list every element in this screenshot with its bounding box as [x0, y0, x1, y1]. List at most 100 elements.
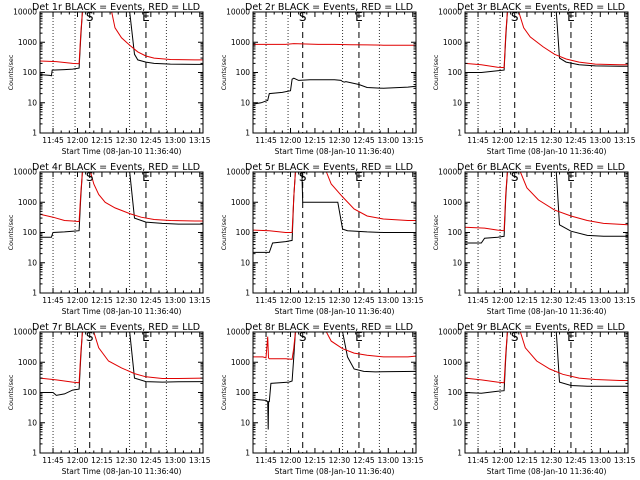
- x-tick-label: 12:30: [541, 456, 563, 465]
- x-axis-label: Start Time (08-Jan-10 11:36:40): [62, 307, 182, 316]
- y-tick-label: 100: [236, 68, 251, 77]
- y-tick-label: 1: [457, 289, 462, 298]
- y-tick-label: 10000: [13, 168, 37, 177]
- x-tick-label: 11:45: [255, 296, 277, 305]
- x-axis-label: Start Time (08-Jan-10 11:36:40): [62, 147, 182, 156]
- x-tick-label: 12:00: [280, 456, 302, 465]
- x-axis-label: Start Time (08-Jan-10 11:36:40): [275, 307, 395, 316]
- chart-title: Det 8r BLACK = Events, RED = LLD: [245, 322, 413, 333]
- x-tick-label: 12:30: [116, 456, 138, 465]
- series-line-events: [40, 12, 203, 77]
- marker-s: S: [511, 330, 519, 344]
- y-axis-label: Counts/sec: [220, 54, 228, 90]
- y-tick-label: 10: [27, 258, 37, 267]
- marker-e: E: [355, 330, 363, 344]
- x-tick-label: 12:15: [304, 456, 326, 465]
- y-tick-label: 1: [457, 129, 462, 138]
- x-tick-label: 13:15: [402, 296, 424, 305]
- x-tick-label: 12:00: [280, 136, 302, 145]
- x-tick-label: 12:15: [91, 136, 113, 145]
- chart-title: Det 4r BLACK = Events, RED = LLD: [32, 162, 200, 173]
- plot-frame: [464, 11, 629, 134]
- x-tick-label: 13:15: [402, 136, 424, 145]
- x-tick-label: 13:15: [189, 296, 211, 305]
- series-line-lld: [465, 172, 628, 232]
- x-tick-label: 12:15: [516, 456, 538, 465]
- series-line-events: [465, 172, 628, 244]
- x-tick-label: 12:45: [565, 296, 587, 305]
- x-tick-label: 12:30: [329, 296, 351, 305]
- x-tick-label: 13:00: [377, 456, 399, 465]
- y-tick-label: 10: [240, 98, 250, 107]
- marker-e: E: [142, 330, 150, 344]
- plot-frame: [39, 11, 204, 134]
- y-tick-label: 1: [457, 449, 462, 458]
- x-tick-label: 12:45: [565, 136, 587, 145]
- chart-title: Det 6r BLACK = Events, RED = LLD: [457, 162, 625, 173]
- x-tick-label: 11:45: [42, 136, 64, 145]
- x-tick-label: 13:00: [164, 456, 186, 465]
- x-tick-label: 13:00: [589, 296, 611, 305]
- marker-s: S: [299, 170, 307, 184]
- chart-title: Det 5r BLACK = Events, RED = LLD: [245, 162, 413, 173]
- series-line-events: [253, 332, 416, 430]
- chart-panel-8: Det 8r BLACK = Events, RED = LLD Counts/s…: [220, 322, 424, 476]
- x-tick-label: 11:45: [255, 136, 277, 145]
- y-tick-label: 100: [23, 388, 38, 397]
- x-tick-label: 12:45: [140, 136, 162, 145]
- y-axis-label: Counts/sec: [220, 214, 228, 250]
- y-tick-label: 1: [245, 449, 250, 458]
- chart-panel-6: Det 6r BLACK = Events, RED = LLD Counts/s…: [432, 162, 636, 316]
- x-tick-label: 13:15: [614, 296, 636, 305]
- y-tick-label: 10: [452, 418, 462, 427]
- x-tick-label: 13:15: [614, 136, 636, 145]
- y-tick-label: 10000: [226, 8, 250, 17]
- x-tick-label: 12:00: [67, 296, 89, 305]
- plot-frame: [252, 331, 417, 454]
- x-tick-label: 13:15: [402, 456, 424, 465]
- x-tick-label: 11:45: [467, 296, 489, 305]
- x-tick-label: 13:00: [377, 296, 399, 305]
- chart-panel-2: Det 2r BLACK = Events, RED = LLD Counts/s…: [220, 2, 424, 156]
- x-tick-label: 13:15: [189, 136, 211, 145]
- y-tick-label: 10000: [438, 328, 462, 337]
- x-tick-label: 12:00: [67, 456, 89, 465]
- y-tick-label: 10: [452, 258, 462, 267]
- x-tick-label: 12:30: [116, 296, 138, 305]
- chart-panel-1: Det 1r BLACK = Events, RED = LLD Counts/s…: [7, 2, 211, 156]
- x-tick-label: 12:15: [516, 296, 538, 305]
- chart-panel-4: Det 4r BLACK = Events, RED = LLD Counts/s…: [7, 162, 211, 316]
- series-line-lld: [40, 172, 203, 223]
- x-tick-label: 13:00: [589, 136, 611, 145]
- series-line-lld: [253, 332, 416, 360]
- x-axis-label: Start Time (08-Jan-10 11:36:40): [275, 147, 395, 156]
- marker-e: E: [567, 330, 575, 344]
- x-tick-label: 12:15: [304, 296, 326, 305]
- x-tick-label: 11:45: [467, 136, 489, 145]
- y-tick-label: 100: [448, 68, 463, 77]
- marker-e: E: [355, 170, 363, 184]
- y-tick-label: 10: [27, 98, 37, 107]
- chart-panel-7: Det 7r BLACK = Events, RED = LLD Counts/s…: [7, 322, 211, 476]
- plot-frame: [39, 171, 204, 294]
- marker-s: S: [299, 330, 307, 344]
- chart-title: Det 7r BLACK = Events, RED = LLD: [32, 322, 200, 333]
- x-tick-label: 12:30: [541, 136, 563, 145]
- chart-title: Det 2r BLACK = Events, RED = LLD: [245, 2, 413, 13]
- x-tick-label: 12:00: [67, 136, 89, 145]
- y-tick-label: 10000: [226, 328, 250, 337]
- x-tick-label: 12:00: [492, 456, 514, 465]
- y-tick-label: 100: [236, 388, 251, 397]
- marker-s: S: [86, 330, 94, 344]
- x-tick-label: 12:45: [565, 456, 587, 465]
- marker-e: E: [567, 170, 575, 184]
- y-tick-label: 1000: [18, 38, 37, 47]
- x-tick-label: 12:45: [140, 296, 162, 305]
- x-tick-label: 11:45: [467, 456, 489, 465]
- y-tick-label: 1: [245, 289, 250, 298]
- series-line-lld: [465, 12, 628, 69]
- series-line-events: [40, 172, 203, 238]
- y-tick-label: 10: [240, 418, 250, 427]
- x-tick-label: 12:45: [353, 456, 375, 465]
